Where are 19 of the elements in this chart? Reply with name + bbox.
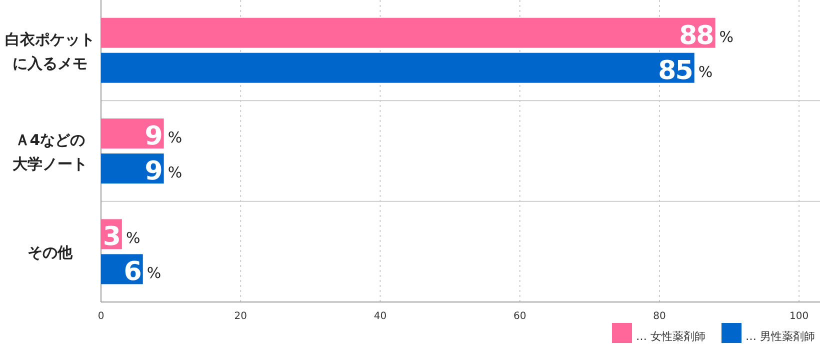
data-label: 6% [124, 257, 162, 288]
data-label: 85% [658, 56, 713, 86]
x-tick-label: 40 [374, 311, 387, 322]
x-tick-label: 100 [790, 311, 809, 322]
data-label: 9% [144, 156, 182, 186]
x-tick-label: 60 [513, 311, 526, 322]
legend-label: … 男性薬剤師 [746, 330, 815, 343]
bar [101, 52, 694, 83]
y-tick-label: Ａ4などの大学ノート [12, 131, 88, 173]
bar [101, 18, 716, 48]
x-tick-label: 0 [98, 311, 104, 322]
legend-label: … 女性薬剤師 [636, 330, 706, 343]
y-tick-label: 白衣ポケットに入るメモ [5, 30, 95, 72]
data-label: 88% [679, 20, 734, 51]
data-label: 9% [144, 122, 182, 152]
x-tick-label: 20 [234, 311, 247, 322]
y-tick-label: その他 [28, 244, 74, 262]
data-label: 3% [102, 222, 140, 252]
x-tick-label: 80 [653, 311, 666, 322]
